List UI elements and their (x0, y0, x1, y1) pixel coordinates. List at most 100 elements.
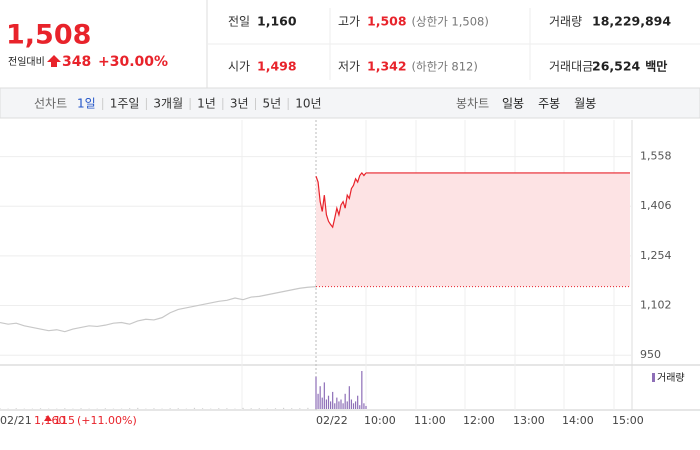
summary-note: (하한가 812) (412, 60, 478, 74)
volume-bar (350, 399, 353, 409)
period-tab[interactable]: 5년 (263, 97, 282, 111)
y-tick-label: 1,406 (640, 199, 672, 212)
volume-bar (354, 401, 357, 409)
volume-bar (226, 408, 228, 409)
volume-bar (352, 403, 355, 409)
volume-bar (0, 408, 1, 409)
volume-bar (342, 403, 344, 409)
y-tick-label: 1,254 (640, 249, 672, 262)
summary-note: (상한가 1,508) (412, 15, 489, 29)
period-tab[interactable]: 1년 (197, 97, 216, 111)
volume-bar (321, 397, 323, 409)
volume-bar (104, 408, 106, 409)
summary-label: 시가 (228, 60, 250, 74)
x-tick-label: 11:00 (414, 414, 446, 427)
period-tab[interactable]: 10년 (295, 97, 321, 111)
volume-bar (299, 408, 301, 409)
x-tick-label: 02/22 (316, 414, 348, 427)
legend-label: 거래량 (657, 372, 685, 384)
x-tick-label: 12:00 (463, 414, 495, 427)
y-tick-label: 950 (640, 348, 661, 361)
volume-bar (325, 399, 328, 409)
volume-bar (137, 407, 139, 409)
volume-bar (153, 408, 155, 409)
volume-bar (315, 376, 317, 409)
price-area (316, 172, 630, 287)
volume-bar (80, 408, 82, 409)
volume-bar (359, 405, 361, 409)
summary-label: 거래량 (549, 15, 582, 29)
volume-bar (340, 399, 342, 409)
prev-change: 115 (54, 414, 75, 427)
summary-label: 전일 (228, 15, 250, 29)
volume-bar (323, 382, 325, 409)
period-tab[interactable]: 1주일 (110, 97, 140, 111)
summary-label: 거래대금 (549, 60, 593, 74)
volume-bar (361, 371, 363, 409)
volume-bar (15, 408, 17, 409)
volume-bar (319, 386, 321, 409)
summary-value: 1,160 (257, 14, 297, 29)
volume-bar (201, 408, 204, 409)
period-tab[interactable]: 주봉 (538, 97, 560, 111)
volume-bar (346, 401, 348, 409)
period-tab[interactable]: 3년 (230, 97, 249, 111)
volume-bar (129, 408, 131, 409)
volume-bar (338, 401, 340, 409)
up-icon (47, 55, 61, 67)
y-tick-label: 1,558 (640, 150, 672, 163)
summary-value: 1,342 (367, 59, 407, 74)
summary-unit: 백만 (645, 59, 667, 74)
volume-bar (177, 408, 179, 409)
change-pct: +30.00% (98, 54, 168, 70)
y-tick-label: 1,102 (640, 299, 672, 312)
legend-swatch (652, 373, 655, 382)
period-tab[interactable]: 1일 (77, 97, 96, 111)
x-tick-label: 15:00 (612, 414, 644, 427)
summary-value: 1,498 (257, 59, 297, 74)
volume-bar (357, 395, 359, 409)
summary-value: 18,229,894 (592, 14, 671, 29)
volume-bar (242, 407, 244, 409)
volume-bar (291, 408, 293, 409)
x-tick-label: 10:00 (364, 414, 396, 427)
summary-label: 저가 (338, 60, 360, 74)
summary-value: 26,524 (592, 59, 641, 74)
price-line (315, 171, 367, 229)
x-tick-label: 14:00 (562, 414, 594, 427)
volume-bar (39, 408, 42, 409)
volume-bar (365, 405, 367, 409)
x-tick-label: 13:00 (513, 414, 545, 427)
volume-bar (348, 386, 350, 409)
volume-bar (64, 408, 66, 409)
tab-bar (0, 87, 700, 119)
price: 1,508 (6, 20, 91, 51)
summary-label: 고가 (338, 15, 360, 29)
volume-bar (282, 407, 285, 409)
volume-bar (307, 407, 309, 409)
price-line (0, 286, 317, 333)
volume-bar (250, 408, 252, 409)
tab-group-label: 선차트 (34, 97, 67, 111)
period-tab[interactable]: 일봉 (502, 97, 524, 111)
tab-group-label: 봉차트 (456, 97, 489, 111)
prev-change-pct: (+11.00%) (77, 414, 137, 427)
volume-bar (327, 395, 330, 409)
change: 348 (62, 54, 91, 70)
volume-bar (317, 393, 319, 409)
volume-bar (334, 403, 336, 409)
prev-close: 1,160 (34, 414, 66, 427)
change-label: 전일대비 (8, 56, 45, 68)
volume-bar (329, 401, 332, 409)
period-tab[interactable]: 3개월 (153, 97, 183, 111)
period-tab[interactable]: 월봉 (574, 97, 596, 111)
volume-bar (218, 408, 220, 409)
volume-bar (332, 391, 334, 409)
up-icon (44, 415, 52, 421)
volume-bar (193, 407, 196, 409)
volume-bar (363, 403, 365, 409)
volume-bar (344, 393, 346, 409)
x-tick-label: 02/21 (0, 414, 32, 427)
summary-value: 1,508 (367, 14, 407, 29)
